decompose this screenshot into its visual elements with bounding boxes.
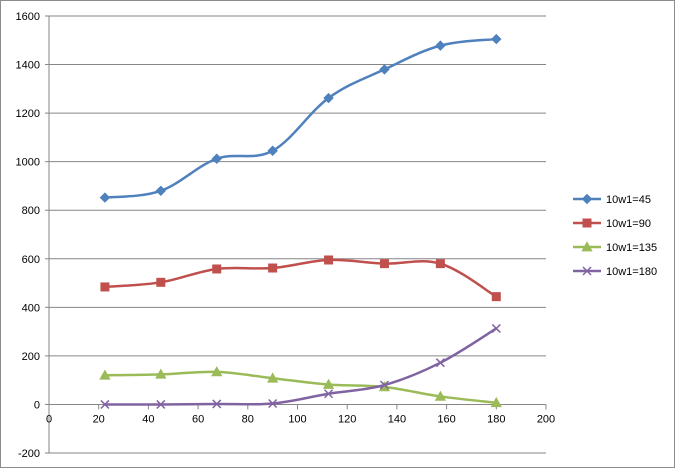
data-point [212,399,222,409]
data-point [435,259,445,269]
x-tick-label: 120 [338,413,356,425]
data-point [379,259,389,269]
legend-item: 10w1=45 [573,193,651,206]
data-point [324,389,334,399]
y-tick-label: 400 [22,302,40,314]
y-tick-label: 1400 [16,60,40,72]
series-3 [100,323,501,409]
data-point [491,323,501,333]
x-tick-label: 20 [93,413,105,425]
marker-stroke [212,399,222,409]
legend-swatch-marker [582,218,592,228]
legend-label: 10w1=45 [606,194,651,206]
data-point [211,366,223,377]
data-point [100,399,110,409]
data-point [490,396,502,408]
marker-stroke [268,398,278,409]
x-tick-label: 60 [192,413,204,425]
data-point [491,33,502,45]
data-point [435,40,446,51]
legend-swatch-marker [581,241,593,252]
data-point [379,380,390,390]
data-point [99,192,111,203]
y-tick-label: 1200 [16,108,40,120]
data-point [491,292,501,302]
data-point [212,264,222,274]
x-tick-label: 200 [537,413,555,425]
series-line [104,370,497,404]
series-1 [100,255,501,302]
x-tick-label: 40 [142,413,154,425]
series-0 [99,33,502,203]
data-point [100,282,110,292]
data-point [434,390,447,401]
y-tick-label: -200 [18,448,40,460]
x-tick-label: 140 [388,413,406,425]
legend-swatch-marker [581,193,593,205]
x-tick-label: 160 [437,413,455,425]
legend-item: 10w1=135 [573,241,657,254]
y-tick-label: 800 [22,205,40,217]
data-point [268,263,278,273]
legend-item: 10w1=180 [573,266,657,278]
marker-stroke [491,323,501,333]
series-line [104,37,497,199]
legend-item: 10w1=90 [573,218,651,230]
series-lines [99,33,502,409]
y-tick-label: 1600 [16,11,40,23]
y-tick-label: 0 [34,399,40,411]
data-point [155,368,167,379]
y-tick-label: 600 [22,254,40,266]
data-point [322,378,335,389]
legend-label: 10w1=135 [606,242,657,254]
series-2 [99,366,502,408]
data-point [267,372,279,383]
axes: -200 0 200 400 600 800 1000 1200 1400 1600 0 20 40 60… [16,11,556,460]
data-point [435,358,445,368]
marker-stroke [324,389,334,399]
legend: 10w1=45 10w1=90 10w1=135 10w1=180 [573,193,657,278]
x-tick-label: 80 [242,413,254,425]
marker-stroke [156,399,166,409]
data-point [324,255,334,265]
data-point [267,145,278,156]
legend-label: 10w1=90 [606,218,651,230]
data-point [323,92,334,104]
legend-label: 10w1=180 [606,266,657,278]
y-tick-label: 200 [22,351,40,363]
data-point [156,399,166,409]
x-tick-label: 0 [46,413,52,425]
data-point [155,185,167,197]
marker-stroke [582,266,592,276]
y-tick-label: 1000 [16,157,40,169]
data-point [268,398,278,409]
marker-stroke [100,399,110,409]
marker-stroke [379,380,390,390]
x-tick-label: 100 [288,413,306,425]
gridlines [49,15,546,454]
legend-swatch-marker [582,266,592,276]
x-tick-label: 180 [487,413,505,425]
data-point [156,277,166,287]
data-point [379,64,390,75]
data-point [99,369,111,380]
data-point [211,153,222,164]
marker-stroke [435,358,445,368]
